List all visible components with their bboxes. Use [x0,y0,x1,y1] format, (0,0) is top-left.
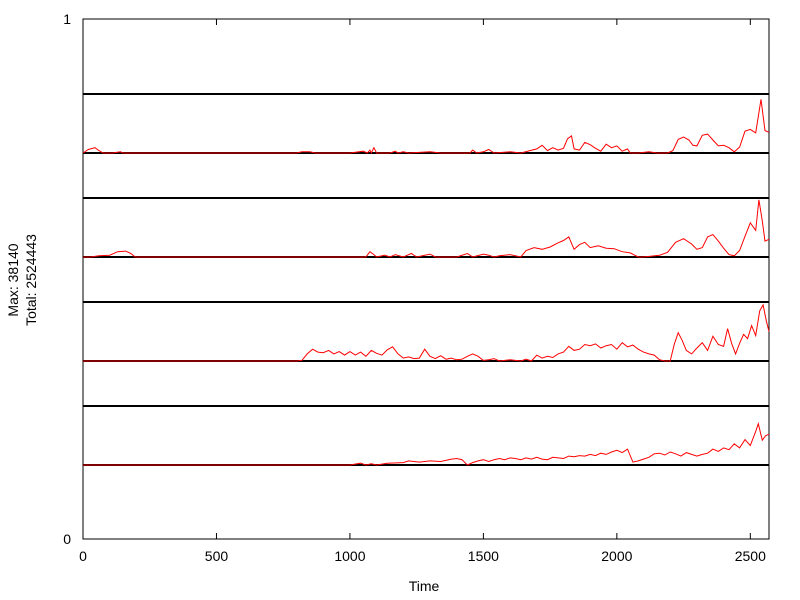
series-line-2 [83,199,770,258]
series-line-3 [83,303,770,362]
plot-frame [82,18,770,540]
y-axis-ticks: 01 [63,11,71,547]
series-line-1 [82,99,770,155]
y-axis-label-total: Total: 2524443 [23,234,39,326]
x-tick-label: 1500 [468,548,499,564]
series-layer [82,99,770,466]
series-line-4 [83,421,770,466]
x-tick-label: 500 [205,548,229,564]
x-tick-label: 2500 [735,548,766,564]
y-tick-label: 1 [63,11,71,27]
x-tick-label: 0 [79,548,87,564]
band-separators [83,93,769,466]
x-axis-label: Time [409,578,440,594]
y-tick-label: 0 [63,531,71,547]
x-axis-ticks: 0 500 1000 1500 2000 2500 [79,19,766,564]
x-tick-label: 1000 [334,548,365,564]
y-axis-label-max: Max: 38140 [5,243,21,316]
x-tick-label: 2000 [601,548,632,564]
